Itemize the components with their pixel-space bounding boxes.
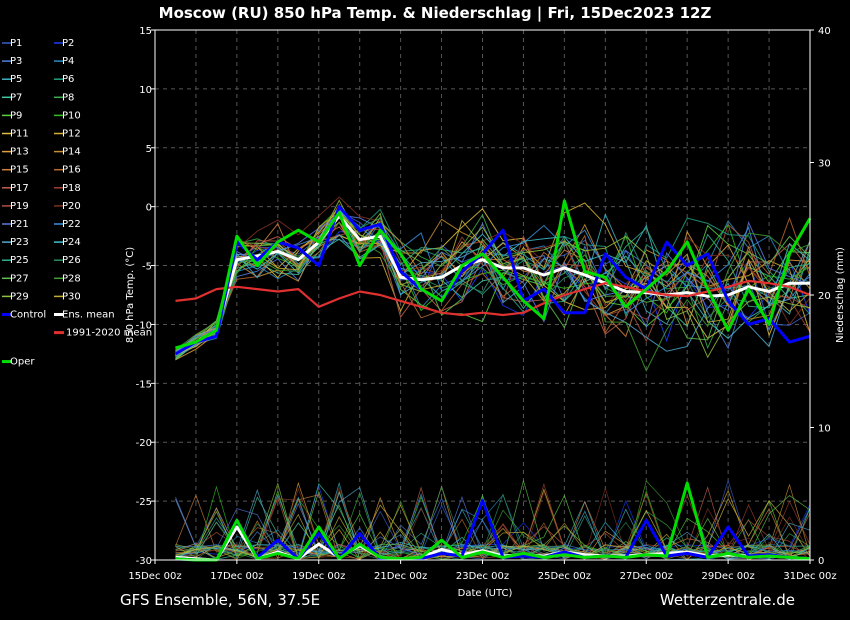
legend-label-p20: P20 [62,201,81,212]
y-left-tick-label: -10 [136,320,152,331]
x-tick-label: 15Dec 00z [128,571,181,582]
y-right-tick-label: 40 [818,26,831,37]
x-tick-label: 27Dec 00z [620,571,673,582]
legend-label-p1: P1 [10,38,22,49]
y-left-tick-label: -30 [136,556,152,567]
legend-label-p23: P23 [10,237,29,248]
series-line-precipitation-oper [175,481,811,562]
member-line-p28 [175,222,811,372]
legend-label-ens-mean: Ens. mean [62,310,115,321]
x-tick-label: 29Dec 00z [702,571,755,582]
legend-label-control: Control [10,310,46,321]
y-left-tick-label: -25 [136,497,152,508]
legend-label-p13: P13 [10,147,29,158]
x-tick-label: 31Dec 00z [783,571,836,582]
legend-label-p4: P4 [62,56,74,67]
y-right-tick-label: 10 [818,424,831,435]
axes-layer: 15 10 5 0 -5 -10 -15 -20 -25 -30 40 30 20 10 0 15Dec 00… [128,26,836,582]
member-line-p20 [175,196,811,353]
legend-label-p27: P27 [10,273,29,284]
x-tick-label: 23Dec 00z [456,571,509,582]
y-left-tick-label: 10 [139,85,152,96]
legend-label-p6: P6 [62,74,74,85]
x-tick-label: 25Dec 00z [538,571,591,582]
legend-label-p28: P28 [62,273,81,284]
legend-label-p26: P26 [62,255,81,266]
legend-label-1991-2020-mean: 1991-2020 mean [66,328,152,339]
legend-label-p16: P16 [62,165,81,176]
member-line-p3 [175,238,811,355]
main-series-layer [174,199,812,562]
chart-title: Moscow (RU) 850 hPa Temp. & Niederschlag… [159,4,712,23]
x-tick-label: 19Dec 00z [292,571,345,582]
y-axis-right-label: Niederschlag (mm) [835,247,846,343]
legend-label-p5: P5 [10,74,22,85]
legend-label-p22: P22 [62,219,81,230]
member-precip-p4 [175,494,811,561]
legend-label-p30: P30 [62,291,81,302]
series-line-precipitation-control [175,498,811,562]
legend-label-p19: P19 [10,201,29,212]
y-left-tick-label: -20 [136,438,152,449]
legend-label-p8: P8 [62,92,74,103]
y-right-tick-label: 0 [818,556,824,567]
legend-label-p2: P2 [62,38,74,49]
legend-label-p21: P21 [10,219,29,230]
legend-label-p14: P14 [62,147,81,158]
member-line-p15 [175,214,811,355]
member-line-p27 [175,211,811,352]
legend-label-p12: P12 [62,129,81,140]
legend: P1 P2 P3 P4 P5 P6 P7 P8 P9 P10 P11 P12 P13 P14 P15 P16 P… [2,38,152,368]
y-right-tick-label: 30 [818,159,831,170]
legend-label-oper: Oper [10,357,35,368]
y-left-tick-label: 15 [139,26,152,37]
y-left-tick-label: -5 [142,262,152,273]
y-right-tick-label: 20 [818,291,831,302]
series-line-oper [175,199,812,350]
legend-label-p15: P15 [10,165,29,176]
series-line-1991-2020-mean [175,279,811,317]
y-left-tick-label: 5 [146,144,152,155]
footer-source: GFS Ensemble, 56N, 37.5E [120,591,320,609]
x-tick-label: 21Dec 00z [374,571,427,582]
member-line-p24 [175,210,811,360]
y-axis-left-label: 850 hPa Temp. (°C) [125,247,136,343]
member-line-p30 [175,211,811,355]
legend-label-p25: P25 [10,255,29,266]
x-tick-label: 17Dec 00z [210,571,263,582]
legend-label-p18: P18 [62,183,81,194]
legend-label-p3: P3 [10,56,22,67]
footer-site: Wetterzentrale.de [660,591,795,609]
x-axis-label: Date (UTC) [458,588,513,599]
legend-label-p29: P29 [10,291,29,302]
y-left-tick-label: -15 [136,379,152,390]
legend-label-p7: P7 [10,92,22,103]
legend-label-p24: P24 [62,237,81,248]
legend-label-p10: P10 [62,110,81,121]
legend-label-p9: P9 [10,110,22,121]
series-line-control [174,205,811,356]
y-left-tick-label: 0 [146,203,152,214]
legend-label-p11: P11 [10,129,29,140]
legend-label-p17: P17 [10,183,29,194]
member-line-p11 [175,207,811,356]
